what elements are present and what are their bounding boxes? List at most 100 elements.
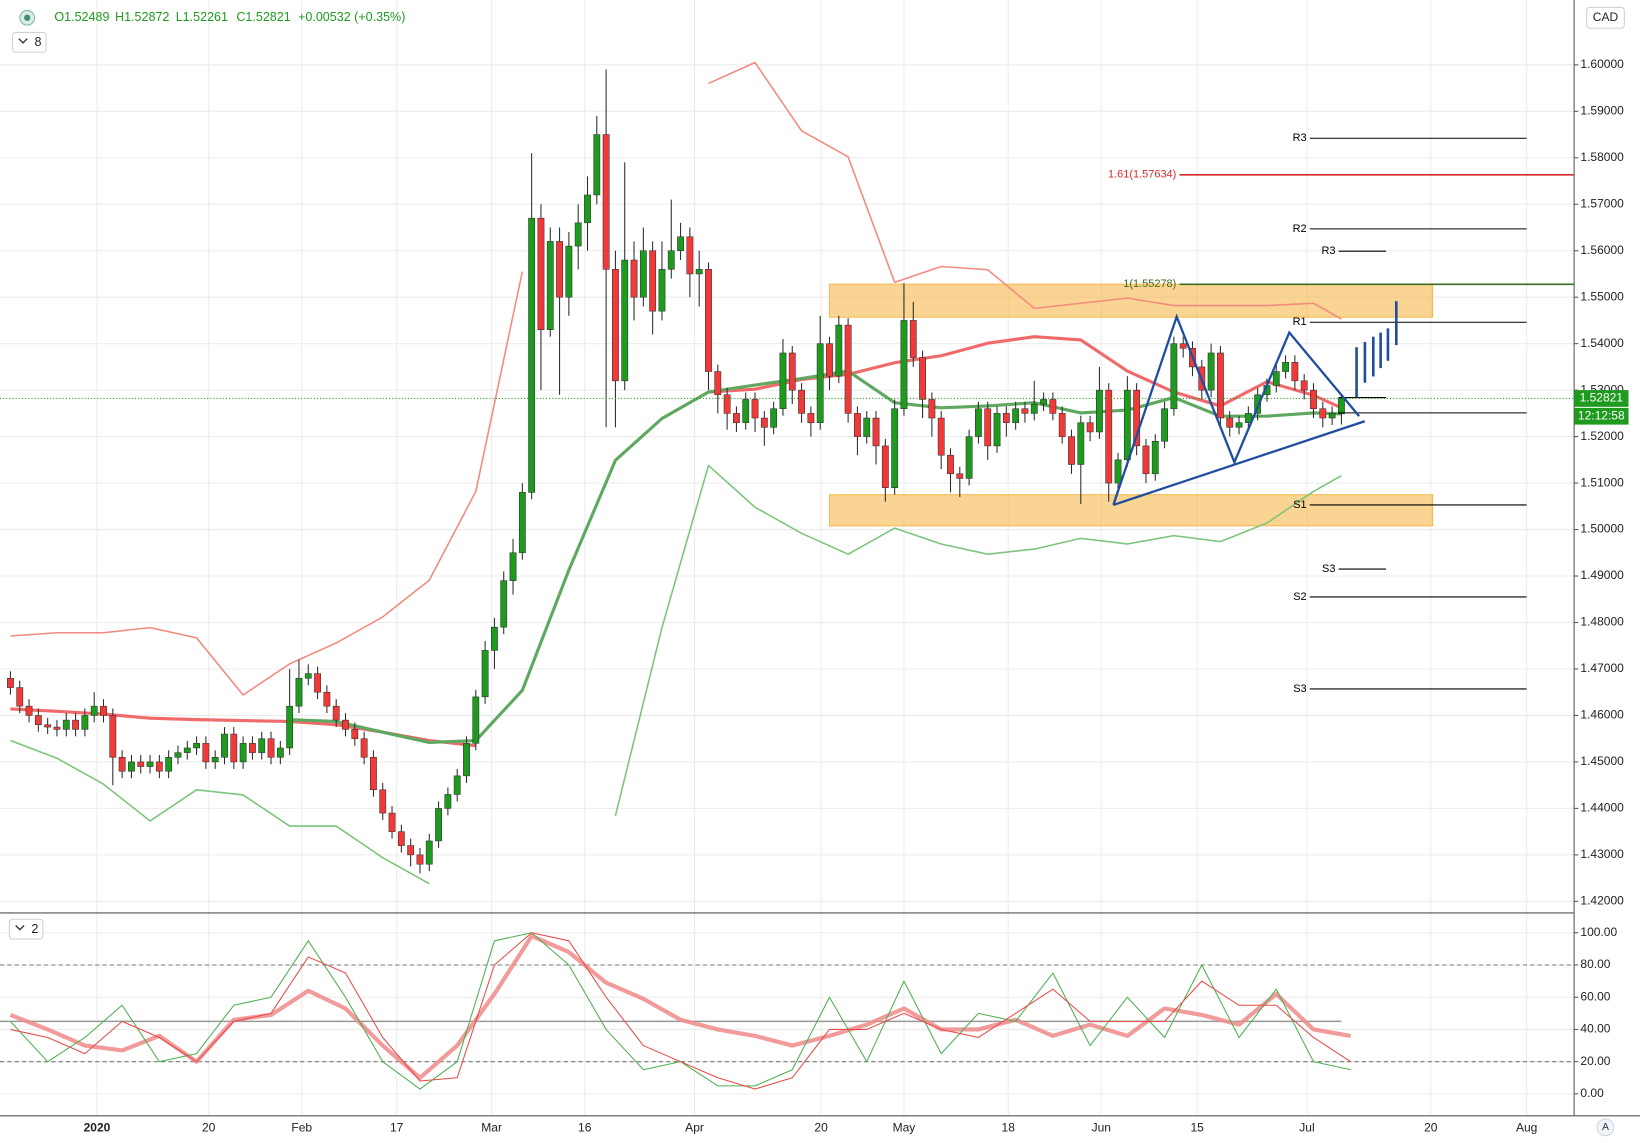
candle-body: [491, 626, 498, 651]
x-tick-label: Aug: [1516, 1121, 1537, 1135]
candle-body: [360, 738, 368, 758]
level-label: R2: [1293, 223, 1307, 235]
candle-body: [844, 324, 852, 414]
candle-body: [1151, 440, 1159, 475]
candle-body: [788, 352, 796, 391]
currency-box[interactable]: [1586, 6, 1625, 29]
candle-body: [16, 687, 24, 707]
candle-body: [667, 250, 675, 270]
candle-body: [211, 757, 219, 763]
candle-body: [370, 757, 377, 791]
level-label: R3: [1293, 132, 1307, 144]
candle-body: [937, 417, 945, 456]
indicator-line: [10, 464, 1342, 885]
candle-body: [1179, 343, 1187, 349]
candle-body: [854, 413, 861, 437]
candle-body: [1170, 343, 1178, 409]
candle-body: [1217, 352, 1224, 419]
candle-body: [1058, 413, 1066, 437]
candle-body: [304, 673, 312, 679]
candle-body: [1291, 361, 1299, 382]
level-label: S3: [1293, 683, 1306, 695]
y-tick-label: 80.00: [1580, 957, 1610, 971]
candle-body: [760, 417, 768, 428]
candle-body: [1272, 371, 1280, 386]
x-tick-label: Jul: [1299, 1121, 1314, 1135]
candle-body: [891, 408, 899, 488]
x-tick-label: 2020: [84, 1121, 111, 1135]
candle-body: [332, 705, 340, 721]
candle-body: [537, 217, 545, 330]
candle-body: [388, 812, 396, 832]
candle-body: [314, 673, 321, 693]
candle-body: [1235, 422, 1243, 428]
symbol-icon-dot: [24, 14, 31, 21]
scale-mode-button[interactable]: [1596, 1118, 1615, 1137]
y-tick-label: 1.49000: [1580, 568, 1624, 582]
candle-body: [444, 794, 452, 809]
x-tick-label: 20: [202, 1121, 216, 1135]
x-tick-label: 15: [1190, 1121, 1204, 1135]
candle-body: [407, 845, 415, 856]
candle-body: [1123, 389, 1131, 461]
candle-body: [472, 696, 480, 744]
candle-body: [109, 715, 117, 758]
candle-body: [770, 408, 778, 428]
candle-body: [947, 454, 954, 475]
candle-body: [584, 194, 591, 224]
x-tick-label: Jun: [1092, 1121, 1111, 1135]
legend-low: L1.52261: [176, 10, 228, 24]
candle-body: [1040, 399, 1047, 405]
candle-body: [1030, 403, 1038, 414]
currency: CAD: [1593, 10, 1619, 24]
y-tick-label: 1.44000: [1580, 801, 1624, 815]
osc-line: [10, 932, 1352, 1090]
level-label: 1.61(1.57634): [1108, 169, 1176, 181]
level-label: S1: [1293, 499, 1306, 511]
y-tick-label: 1.43000: [1580, 847, 1624, 861]
candle-body: [742, 399, 750, 423]
y-tick-label: 1.58000: [1580, 150, 1624, 164]
scale-mode: A: [1602, 1122, 1609, 1133]
candle-body: [72, 719, 79, 730]
candle-body: [593, 134, 601, 196]
candle-body: [1021, 408, 1029, 414]
candle-body: [1254, 394, 1262, 414]
candle-body: [556, 241, 563, 298]
candle-body: [174, 752, 182, 758]
candle-body: [183, 747, 191, 753]
candle-body: [379, 789, 387, 814]
candle-body: [239, 743, 247, 763]
candle-body: [481, 650, 489, 698]
candle-body: [276, 747, 284, 758]
candle-body: [658, 269, 666, 312]
candle-body: [1133, 389, 1141, 447]
y-tick-label: 1.50000: [1580, 522, 1624, 536]
candle-body: [81, 715, 89, 730]
x-tick-label: 20: [814, 1121, 828, 1135]
candle-body: [1282, 361, 1289, 372]
x-tick-label: 17: [390, 1121, 404, 1135]
candle-body: [258, 738, 266, 753]
candle-body: [425, 840, 433, 865]
candle-body: [435, 808, 442, 842]
candle-body: [230, 733, 238, 763]
osc-indicator-toggle[interactable]: [8, 918, 44, 940]
y-tick-label: 100.00: [1580, 925, 1617, 939]
x-tick-label: Mar: [481, 1121, 502, 1135]
candle-body: [872, 417, 880, 447]
candle-body: [1105, 389, 1113, 484]
pattern-line: [1112, 313, 1360, 506]
indicator-line: [289, 369, 1342, 744]
candle-body: [193, 743, 200, 749]
candle-body: [1319, 408, 1327, 419]
chevron-icon: [15, 925, 25, 931]
legend-change: +0.00532 (+0.35%): [298, 10, 405, 24]
candle-body: [909, 320, 917, 358]
candle-body: [705, 269, 712, 372]
candle-body: [965, 436, 973, 479]
indicator-toggle[interactable]: [12, 31, 47, 53]
zone: [828, 283, 1434, 318]
